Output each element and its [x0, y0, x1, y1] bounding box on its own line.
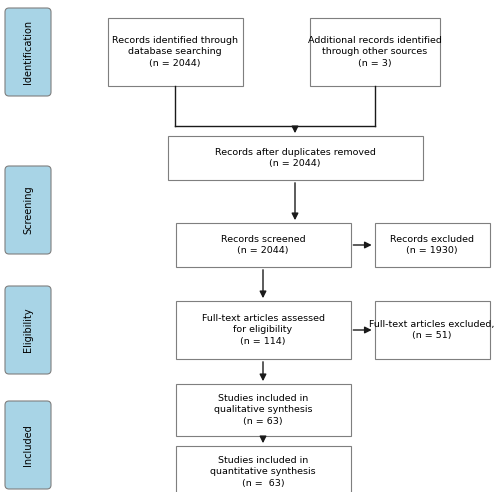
FancyBboxPatch shape — [5, 166, 51, 254]
Text: Records identified through
database searching
(n = 2044): Records identified through database sear… — [112, 36, 238, 68]
FancyBboxPatch shape — [5, 401, 51, 489]
Text: Full-text articles excluded,
(n = 51): Full-text articles excluded, (n = 51) — [370, 320, 494, 340]
Text: Included: Included — [23, 424, 33, 466]
Text: Additional records identified
through other sources
(n = 3): Additional records identified through ot… — [308, 36, 442, 68]
Text: Full-text articles assessed
for eligibility
(n = 114): Full-text articles assessed for eligibil… — [202, 314, 324, 346]
Text: Studies included in
qualitative synthesis
(n = 63): Studies included in qualitative synthesi… — [214, 394, 312, 426]
FancyBboxPatch shape — [108, 18, 242, 86]
FancyBboxPatch shape — [374, 301, 490, 359]
FancyBboxPatch shape — [168, 136, 422, 180]
Text: Records after duplicates removed
(n = 2044): Records after duplicates removed (n = 20… — [214, 148, 376, 168]
Text: Records screened
(n = 2044): Records screened (n = 2044) — [220, 235, 306, 255]
FancyBboxPatch shape — [176, 223, 350, 267]
Text: Studies included in
quantitative synthesis
(n =  63): Studies included in quantitative synthes… — [210, 456, 316, 488]
Text: Eligibility: Eligibility — [23, 308, 33, 352]
Text: Records excluded
(n = 1930): Records excluded (n = 1930) — [390, 235, 474, 255]
FancyBboxPatch shape — [176, 301, 350, 359]
FancyBboxPatch shape — [5, 286, 51, 374]
Text: Identification: Identification — [23, 20, 33, 84]
Text: Screening: Screening — [23, 185, 33, 234]
FancyBboxPatch shape — [176, 384, 350, 436]
FancyBboxPatch shape — [5, 8, 51, 96]
FancyBboxPatch shape — [374, 223, 490, 267]
FancyBboxPatch shape — [176, 446, 350, 492]
FancyBboxPatch shape — [310, 18, 440, 86]
